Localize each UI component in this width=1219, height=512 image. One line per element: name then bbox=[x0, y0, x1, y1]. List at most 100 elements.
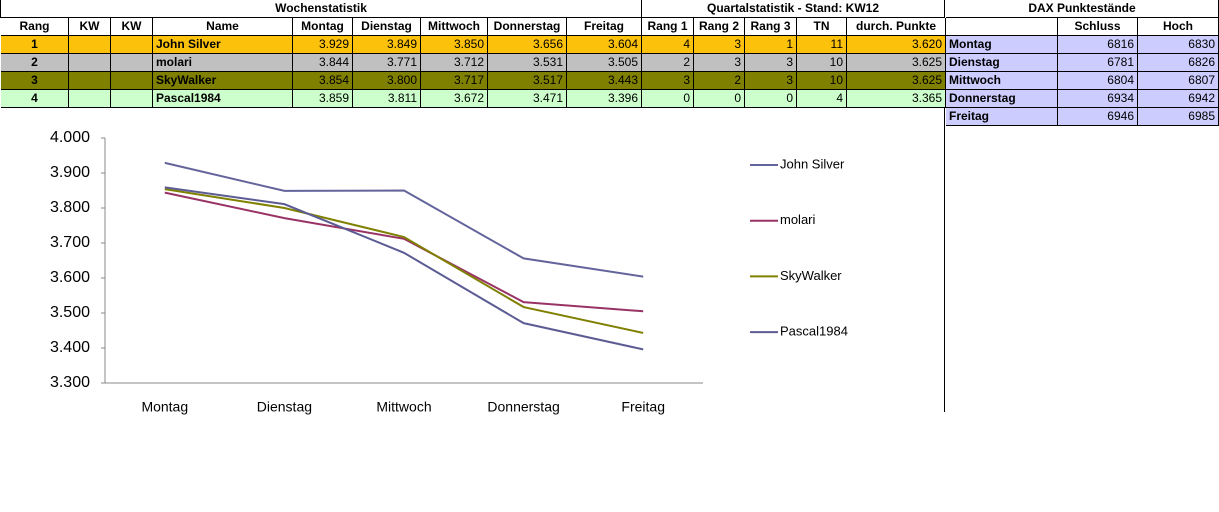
table-cell: 3 bbox=[745, 72, 797, 90]
table-cell bbox=[69, 90, 111, 108]
table-cell: molari bbox=[153, 54, 293, 72]
dax-cell: Freitag bbox=[946, 108, 1058, 126]
y-tick-label: 3.900 bbox=[50, 164, 90, 181]
dax-cell: 6826 bbox=[1138, 54, 1219, 72]
y-tick-label: 4.000 bbox=[50, 129, 90, 146]
table-cell: 3.717 bbox=[421, 72, 488, 90]
x-tick-label: Dienstag bbox=[257, 399, 312, 415]
table-cell: 3.854 bbox=[293, 72, 353, 90]
column-header: Dienstag bbox=[353, 18, 421, 36]
dax-corner bbox=[946, 18, 1058, 36]
table-cell: 3 bbox=[694, 54, 745, 72]
table-cell: 4 bbox=[1, 90, 69, 108]
table-cell: 10 bbox=[797, 54, 847, 72]
table-cell: 3.604 bbox=[567, 36, 642, 54]
dax-header: Schluss bbox=[1058, 18, 1138, 36]
x-tick-label: Mittwoch bbox=[376, 399, 431, 415]
table-cell: 3.531 bbox=[488, 54, 567, 72]
column-header: Rang 3 bbox=[745, 18, 797, 36]
column-header: Mittwoch bbox=[421, 18, 488, 36]
table-cell: 1 bbox=[745, 36, 797, 54]
table-cell bbox=[111, 72, 153, 90]
table-cell: 3.712 bbox=[421, 54, 488, 72]
column-header: Rang 1 bbox=[642, 18, 694, 36]
table-cell: 10 bbox=[797, 72, 847, 90]
dax-cell: 6934 bbox=[1058, 90, 1138, 108]
x-tick-label: Montag bbox=[141, 399, 188, 415]
table-cell bbox=[111, 36, 153, 54]
dax-cell: Donnerstag bbox=[946, 90, 1058, 108]
table-cell: 2 bbox=[1, 54, 69, 72]
table-cell: 3.443 bbox=[567, 72, 642, 90]
table-cell: 3.517 bbox=[488, 72, 567, 90]
table-cell: 4 bbox=[797, 90, 847, 108]
table-cell: Pascal1984 bbox=[153, 90, 293, 108]
table-cell: 3.929 bbox=[293, 36, 353, 54]
table-cell: 3.505 bbox=[567, 54, 642, 72]
dax-header: Hoch bbox=[1138, 18, 1219, 36]
table-cell bbox=[111, 54, 153, 72]
table-cell: 3.800 bbox=[353, 72, 421, 90]
table-cell: 3.844 bbox=[293, 54, 353, 72]
y-tick-label: 3.400 bbox=[50, 339, 90, 356]
y-tick-label: 3.600 bbox=[50, 269, 90, 286]
table-title: Wochenstatistik bbox=[0, 0, 642, 18]
dax-cell: 6807 bbox=[1138, 72, 1219, 90]
y-tick-label: 3.500 bbox=[50, 304, 90, 321]
legend-label: John Silver bbox=[780, 156, 845, 171]
column-header: durch. Punkte bbox=[847, 18, 946, 36]
dax-title: DAX Punktestände bbox=[946, 0, 1219, 18]
y-tick-label: 3.700 bbox=[50, 234, 90, 251]
table-cell: 3.771 bbox=[353, 54, 421, 72]
legend-label: SkyWalker bbox=[780, 268, 842, 283]
table-cell: 3.625 bbox=[847, 72, 946, 90]
dax-cell: 6816 bbox=[1058, 36, 1138, 54]
table-cell: 3.849 bbox=[353, 36, 421, 54]
table-cell: 0 bbox=[642, 90, 694, 108]
table-cell: John Silver bbox=[153, 36, 293, 54]
column-header: Name bbox=[153, 18, 293, 36]
table-cell: SkyWalker bbox=[153, 72, 293, 90]
table-cell: 3 bbox=[745, 54, 797, 72]
line bbox=[164, 191, 644, 313]
column-header: TN bbox=[797, 18, 847, 36]
line bbox=[164, 161, 644, 278]
column-header: Freitag bbox=[567, 18, 642, 36]
column-header: Montag bbox=[293, 18, 353, 36]
column-header: KW bbox=[111, 18, 153, 36]
table-cell: 3.811 bbox=[353, 90, 421, 108]
dax-cell: 6946 bbox=[1058, 108, 1138, 126]
quarter-title: Quartalstatistik - Stand: KW12 bbox=[642, 0, 945, 18]
table-cell bbox=[111, 90, 153, 108]
table-cell: 2 bbox=[642, 54, 694, 72]
dax-cell: 6985 bbox=[1138, 108, 1219, 126]
legend-label: Pascal1984 bbox=[780, 324, 848, 339]
table-cell bbox=[69, 36, 111, 54]
table-cell bbox=[69, 54, 111, 72]
dax-cell: Mittwoch bbox=[946, 72, 1058, 90]
table-cell: 3.625 bbox=[847, 54, 946, 72]
table-cell: 3.850 bbox=[421, 36, 488, 54]
line bbox=[164, 186, 644, 351]
x-tick-label: Freitag bbox=[621, 399, 665, 415]
column-header: Rang bbox=[1, 18, 69, 36]
x-tick-label: Donnerstag bbox=[487, 399, 559, 415]
dax-cell: 6942 bbox=[1138, 90, 1219, 108]
table-cell bbox=[69, 72, 111, 90]
dax-cell: Dienstag bbox=[946, 54, 1058, 72]
table-cell: 3.859 bbox=[293, 90, 353, 108]
y-tick-label: 3.800 bbox=[50, 199, 90, 216]
table-cell: 1 bbox=[1, 36, 69, 54]
table-cell: 3 bbox=[642, 72, 694, 90]
table-cell: 2 bbox=[694, 72, 745, 90]
column-header: Rang 2 bbox=[694, 18, 745, 36]
column-header: Donnerstag bbox=[488, 18, 567, 36]
table-cell: 3 bbox=[1, 72, 69, 90]
column-header: KW bbox=[69, 18, 111, 36]
dax-cell: 6781 bbox=[1058, 54, 1138, 72]
table-cell: 0 bbox=[694, 90, 745, 108]
dax-cell: 6830 bbox=[1138, 36, 1219, 54]
table-cell: 3.396 bbox=[567, 90, 642, 108]
